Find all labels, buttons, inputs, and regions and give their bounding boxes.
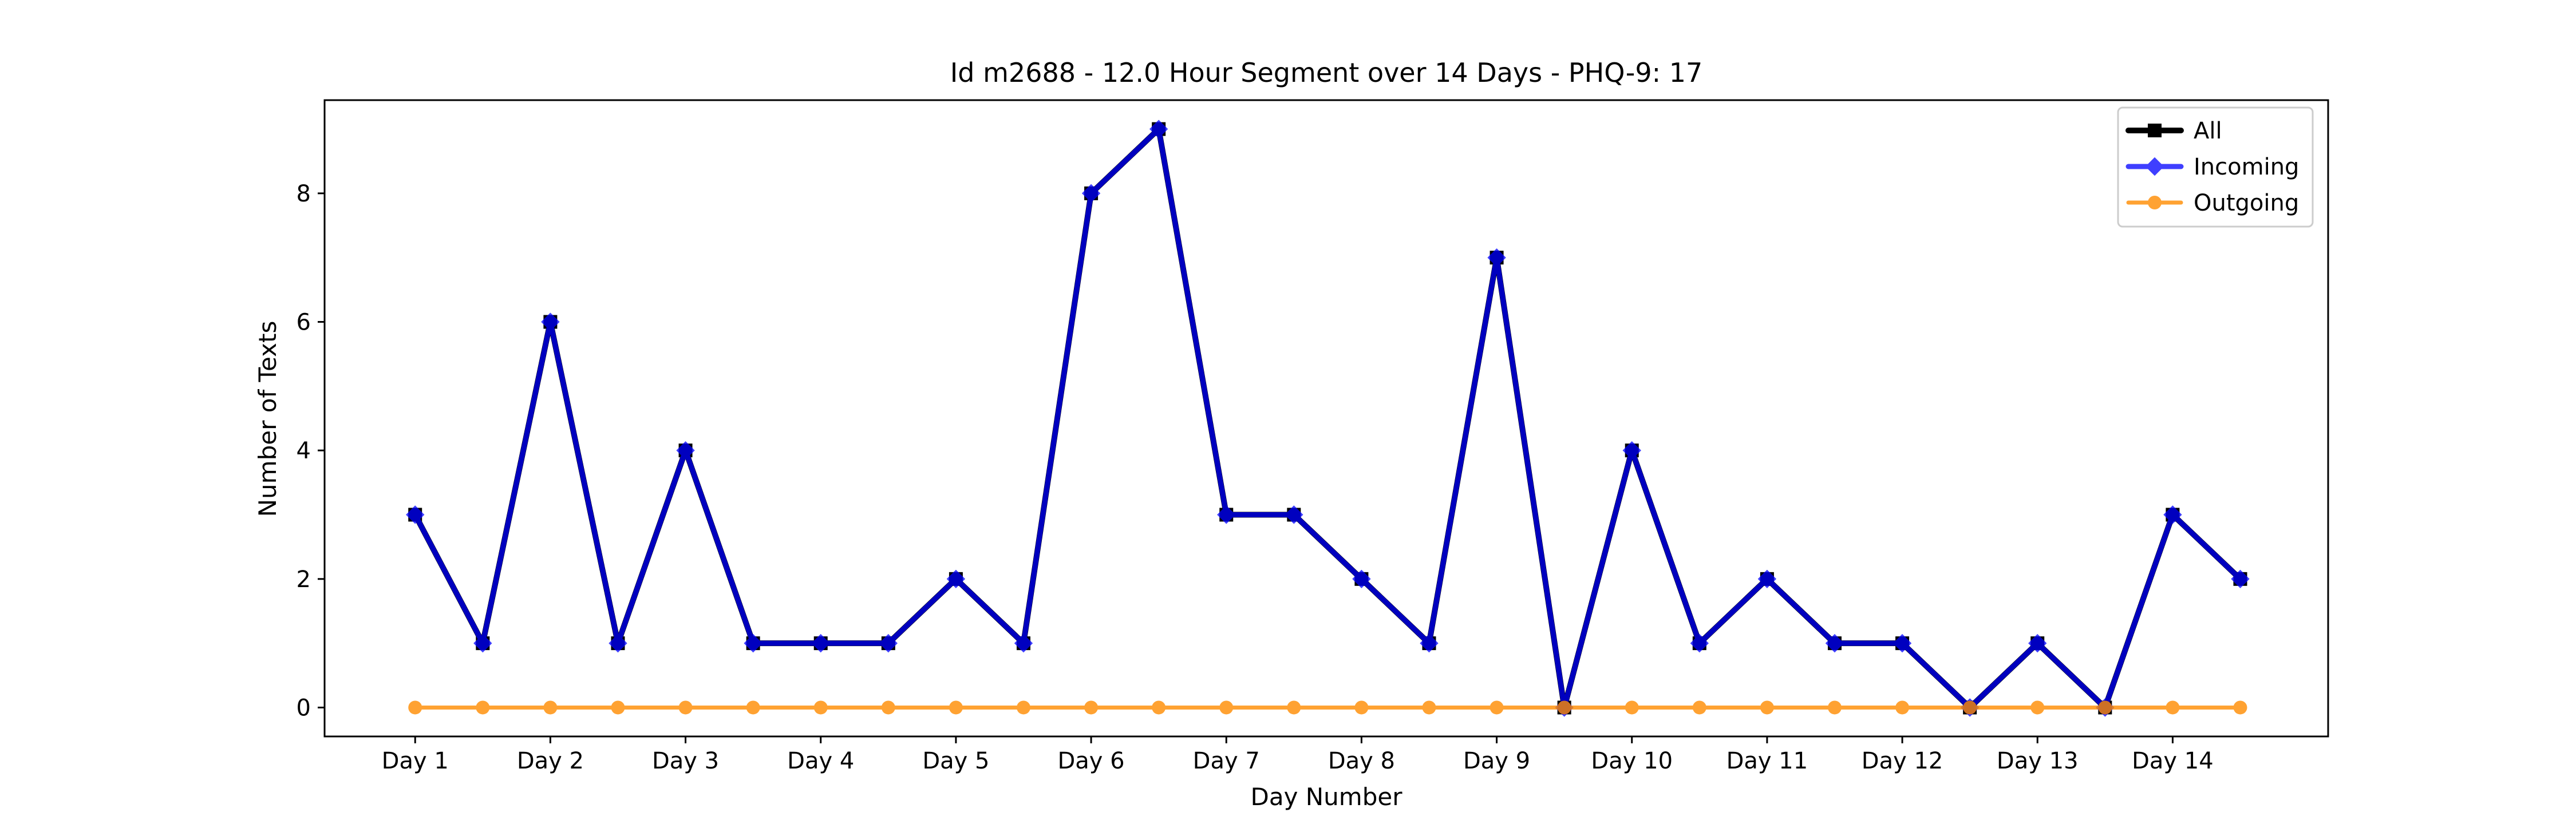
data-point-incoming xyxy=(1285,505,1303,524)
x-tick-label: Day 10 xyxy=(1591,748,1673,774)
data-point-incoming xyxy=(1149,120,1168,138)
series-layer xyxy=(406,120,2250,717)
data-point-incoming xyxy=(879,633,898,653)
plot-frame xyxy=(323,99,2329,738)
series-incoming xyxy=(406,120,2250,717)
x-tick-label: Day 12 xyxy=(1862,748,1943,774)
legend-marker xyxy=(2148,196,2162,209)
data-point-incoming xyxy=(609,633,627,653)
data-point-incoming xyxy=(1757,569,1777,589)
series-all xyxy=(408,122,2247,715)
x-tick-label: Day 9 xyxy=(1463,748,1530,774)
x-tick-label: Day 13 xyxy=(1997,748,2079,774)
legend-box xyxy=(2117,106,2314,228)
data-point-outgoing xyxy=(2166,700,2180,715)
legend-entry-all xyxy=(2125,124,2184,137)
x-tick-label: Day 1 xyxy=(382,748,449,774)
y-tick-label: 2 xyxy=(297,566,311,593)
data-point-incoming xyxy=(1825,633,1844,653)
x-axis-label: Day Number xyxy=(1250,783,1402,811)
x-tick-label: Day 3 xyxy=(652,748,719,774)
data-point-outgoing xyxy=(1354,700,1369,715)
x-tick-label: Day 5 xyxy=(922,748,989,774)
y-tick-label: 0 xyxy=(297,695,311,721)
data-point-outgoing xyxy=(1219,700,1234,715)
data-point-incoming xyxy=(744,633,762,653)
y-tick-label: 6 xyxy=(297,310,311,336)
data-point-incoming xyxy=(2231,569,2250,589)
data-point-incoming xyxy=(406,505,425,524)
legend-label: All xyxy=(2194,118,2222,144)
data-point-outgoing xyxy=(1692,700,1706,715)
data-point-outgoing xyxy=(2030,700,2045,715)
data-point-incoming xyxy=(473,633,492,653)
legend-label: Incoming xyxy=(2194,154,2299,180)
data-point-outgoing xyxy=(1557,700,1571,715)
legend-entry-incoming xyxy=(2125,157,2184,176)
data-point-outgoing xyxy=(408,700,422,715)
data-point-outgoing xyxy=(881,700,895,715)
data-point-incoming xyxy=(2163,505,2182,524)
data-point-incoming xyxy=(1014,633,1033,653)
data-point-incoming xyxy=(946,569,966,589)
data-point-outgoing xyxy=(1287,700,1301,715)
data-point-incoming xyxy=(2028,633,2047,653)
chart-title: Id m2688 - 12.0 Hour Segment over 14 Day… xyxy=(950,57,1703,88)
series-outgoing xyxy=(408,700,2247,715)
data-point-outgoing xyxy=(1152,700,1166,715)
x-tick-label: Day 14 xyxy=(2132,748,2214,774)
data-point-outgoing xyxy=(1016,700,1030,715)
data-point-incoming xyxy=(1622,441,1641,460)
x-tick-label: Day 2 xyxy=(517,748,584,774)
y-tick-label: 4 xyxy=(297,438,311,464)
axis-ticks: Day 1 Day 2 Day 3 Day 4 Day 5 Day 6 Day 7 Day 8… xyxy=(297,181,2214,774)
data-point-incoming xyxy=(811,633,830,653)
data-point-outgoing xyxy=(746,700,760,715)
data-point-incoming xyxy=(541,312,560,331)
data-point-incoming xyxy=(1893,633,1912,653)
x-tick-label: Day 6 xyxy=(1057,748,1124,774)
x-tick-label: Day 8 xyxy=(1328,748,1395,774)
x-tick-label: Day 7 xyxy=(1193,748,1260,774)
x-tick-label: Day 11 xyxy=(1726,748,1808,774)
data-point-outgoing xyxy=(1422,700,1436,715)
data-point-outgoing xyxy=(1895,700,1910,715)
data-point-outgoing xyxy=(1084,700,1099,715)
data-point-outgoing xyxy=(813,700,828,715)
series-line-all xyxy=(412,126,2243,711)
data-point-incoming xyxy=(1352,569,1371,589)
data-point-outgoing xyxy=(2233,700,2247,715)
data-point-outgoing xyxy=(1490,700,1504,715)
data-point-outgoing xyxy=(543,700,558,715)
series-line-incoming xyxy=(412,126,2243,710)
data-point-outgoing xyxy=(1827,700,1842,715)
data-point-outgoing xyxy=(949,700,963,715)
data-point-outgoing xyxy=(678,700,693,715)
data-point-outgoing xyxy=(476,700,490,715)
data-point-incoming xyxy=(1690,633,1709,653)
data-point-outgoing xyxy=(1760,700,1774,715)
legend-entry-outgoing xyxy=(2126,196,2183,209)
data-point-incoming xyxy=(1217,505,1236,524)
data-point-outgoing xyxy=(2098,700,2112,715)
data-point-outgoing xyxy=(1625,700,1639,715)
data-point-incoming xyxy=(1487,248,1506,267)
data-point-outgoing xyxy=(611,700,625,715)
legend-marker xyxy=(2148,124,2162,137)
data-point-incoming xyxy=(1420,633,1439,653)
data-point-incoming xyxy=(676,441,695,460)
x-tick-label: Day 4 xyxy=(787,748,854,774)
legend-label: Outgoing xyxy=(2194,190,2299,216)
data-point-outgoing xyxy=(1963,700,1977,715)
data-point-incoming xyxy=(1081,184,1101,203)
y-tick-label: 8 xyxy=(297,181,311,207)
legend-marker xyxy=(2145,157,2164,176)
legend: All Incoming Outgoing xyxy=(2117,106,2314,228)
y-axis-label: Number of Texts xyxy=(254,321,282,517)
